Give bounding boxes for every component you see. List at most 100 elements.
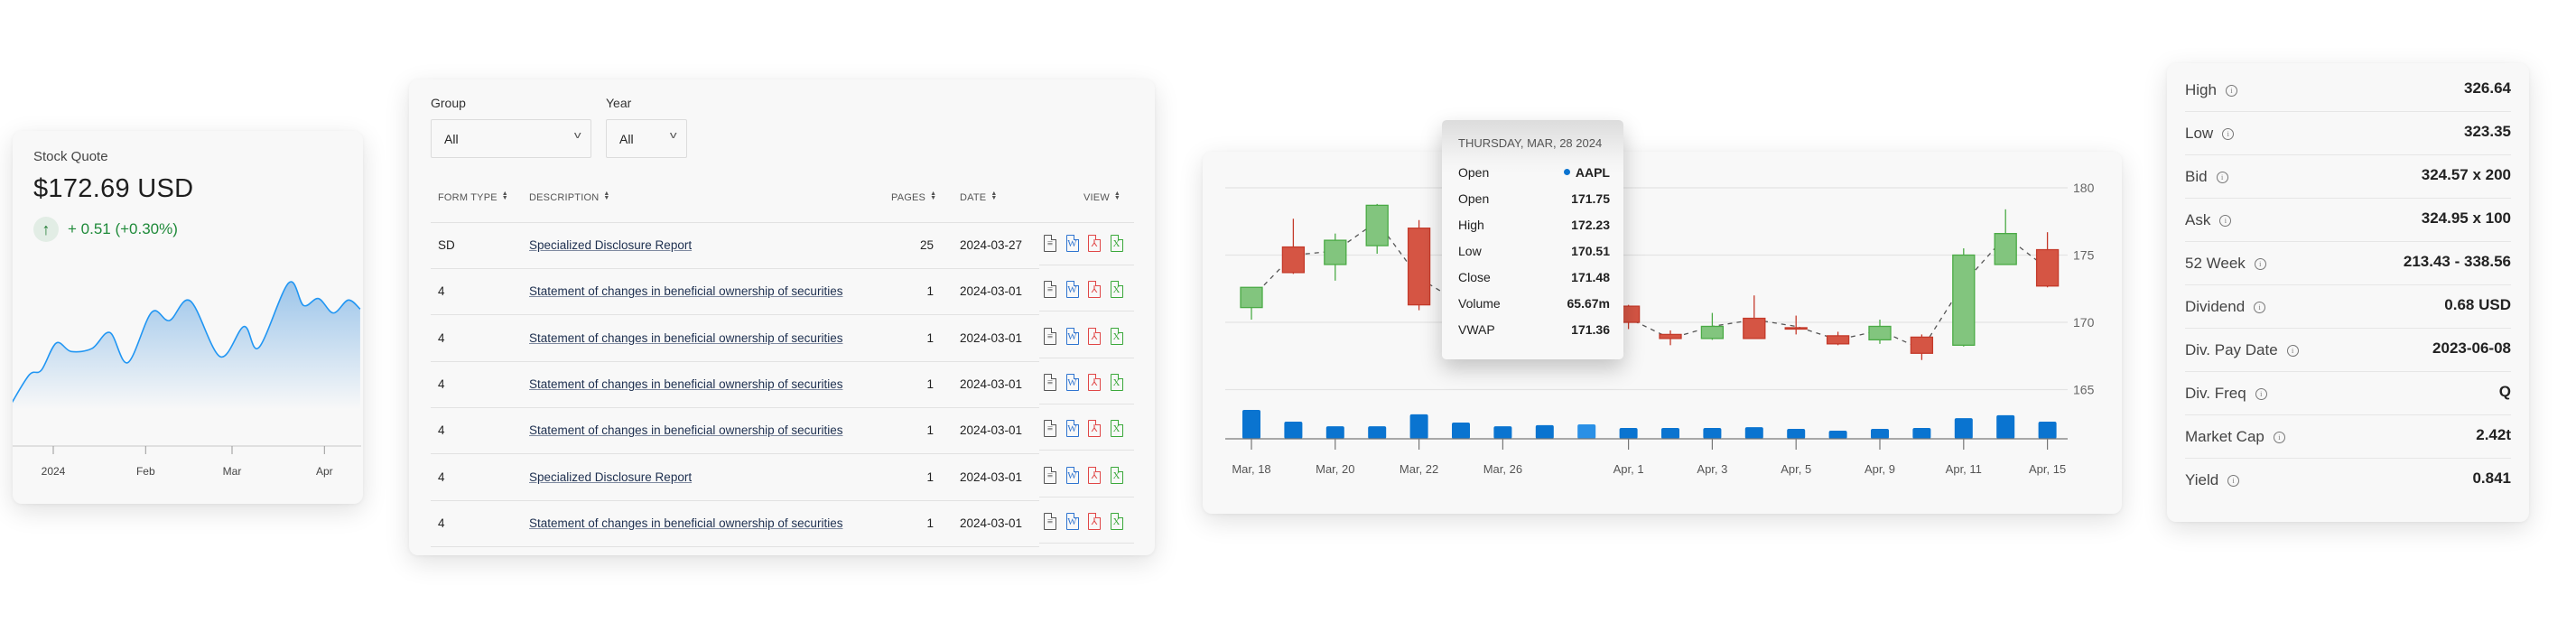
volume-bar[interactable] (1703, 428, 1722, 439)
text-document-icon[interactable]: ≡ (1044, 373, 1056, 391)
row-divider (2185, 284, 2511, 285)
year-select[interactable]: All v (606, 119, 687, 158)
info-icon[interactable]: i (2254, 302, 2266, 313)
info-icon[interactable]: i (2286, 345, 2299, 357)
volume-bar[interactable] (1996, 414, 2015, 439)
stat-value: 2023-06-08 (2432, 339, 2511, 357)
volume-bar[interactable] (1619, 428, 1638, 439)
excel-document-icon[interactable]: X (1110, 281, 1123, 299)
excel-document-icon[interactable]: X (1110, 420, 1123, 438)
candle-apr-8[interactable] (1826, 331, 1850, 346)
excel-document-icon[interactable]: X (1110, 327, 1123, 345)
pdf-document-icon[interactable]: ⅄ (1088, 420, 1101, 438)
candle-apr-12[interactable] (1994, 209, 2017, 265)
info-icon[interactable]: i (2219, 215, 2232, 227)
volume-bar[interactable] (1409, 414, 1428, 439)
info-icon[interactable]: i (2254, 258, 2266, 270)
column-header-form-type[interactable]: FORM TYPE ▲ ▼ (438, 191, 508, 203)
volume-bar[interactable] (1787, 429, 1806, 439)
description-link[interactable]: Statement of changes in beneficial owner… (529, 330, 843, 345)
info-icon[interactable]: i (2225, 85, 2237, 97)
volume-bar[interactable] (1744, 427, 1763, 439)
pdf-document-icon[interactable]: ⅄ (1088, 466, 1101, 484)
pdf-document-icon[interactable]: ⅄ (1088, 235, 1101, 252)
candle-apr-9[interactable] (1868, 320, 1892, 344)
candle-mar-22[interactable] (1407, 219, 1431, 311)
candle-apr-3[interactable] (1700, 312, 1725, 340)
stat-row-yield: Yield i 0.841 (2185, 451, 2511, 495)
description-link[interactable]: Statement of changes in beneficial owner… (529, 516, 843, 530)
candle-mar-18[interactable] (1240, 286, 1263, 321)
tooltip-label: Open (1458, 191, 1490, 206)
text-document-icon[interactable]: ≡ (1044, 512, 1056, 530)
excel-document-icon[interactable]: X (1110, 235, 1123, 252)
candle-apr-15[interactable] (2035, 232, 2060, 288)
pdf-document-icon[interactable]: ⅄ (1088, 281, 1101, 299)
candle-apr-10[interactable] (1910, 334, 1934, 360)
description-link[interactable]: Specialized Disclosure Report (529, 238, 693, 252)
tooltip-row-low: Low 170.51 (1458, 244, 1610, 262)
volume-bar[interactable] (2038, 421, 2057, 439)
word-document-icon[interactable]: W (1065, 327, 1079, 345)
word-document-icon[interactable]: W (1065, 512, 1079, 530)
candle-mar-21[interactable] (1365, 203, 1389, 255)
word-document-icon[interactable]: W (1065, 235, 1079, 252)
volume-bar[interactable] (1577, 423, 1596, 439)
word-document-icon[interactable]: W (1065, 373, 1079, 391)
volume-bar[interactable] (1661, 428, 1679, 439)
column-header-description[interactable]: DESCRIPTION ▲ ▼ (529, 191, 610, 203)
column-header-date[interactable]: DATE ▲ ▼ (960, 191, 997, 203)
volume-bar[interactable] (1325, 426, 1344, 439)
text-document-icon[interactable]: ≡ (1044, 235, 1056, 252)
description-link[interactable]: Specialized Disclosure Report (529, 470, 693, 484)
volume-bar[interactable] (1871, 429, 1889, 439)
volume-bar[interactable] (1912, 428, 1931, 439)
text-document-icon[interactable]: ≡ (1044, 327, 1056, 345)
pdf-document-icon[interactable]: ⅄ (1088, 512, 1101, 530)
candlestick-chart[interactable]: 165 170 175 180 Mar, 18 Mar, 20 Mar, 22 Mar, 26… (1203, 152, 2122, 514)
candle-apr-5[interactable] (1784, 315, 1808, 335)
volume-bar[interactable] (1828, 430, 1847, 439)
description-link[interactable]: Statement of changes in beneficial owner… (529, 284, 843, 299)
sort-icon[interactable]: ▲ ▼ (990, 191, 998, 201)
volume-bar[interactable] (1954, 418, 1973, 439)
sort-icon[interactable]: ▲ ▼ (930, 191, 937, 201)
sort-icon[interactable]: ▲ ▼ (603, 191, 610, 201)
pages-cell: 1 (926, 377, 934, 391)
candle-apr-2[interactable] (1659, 330, 1682, 346)
volume-bar[interactable] (1368, 426, 1387, 439)
sort-icon[interactable]: ▲ ▼ (501, 191, 508, 201)
word-document-icon[interactable]: W (1065, 466, 1079, 484)
description-link[interactable]: Statement of changes in beneficial owner… (529, 377, 843, 391)
pdf-document-icon[interactable]: ⅄ (1088, 373, 1101, 391)
pdf-document-icon[interactable]: ⅄ (1088, 327, 1101, 345)
tooltip-label: VWAP (1458, 322, 1495, 337)
volume-bar[interactable] (1452, 422, 1470, 439)
info-icon[interactable]: i (2216, 172, 2228, 183)
text-document-icon[interactable]: ≡ (1044, 466, 1056, 484)
sort-icon[interactable]: ▲ ▼ (1113, 191, 1121, 201)
excel-document-icon[interactable]: X (1110, 373, 1123, 391)
description-link[interactable]: Statement of changes in beneficial owner… (529, 423, 843, 438)
info-icon[interactable]: i (2227, 475, 2240, 487)
info-icon[interactable]: i (2222, 128, 2235, 140)
volume-bar[interactable] (1493, 426, 1512, 439)
volume-bar[interactable] (1535, 424, 1554, 439)
excel-document-icon[interactable]: X (1110, 466, 1123, 484)
column-header-view[interactable]: VIEW ▲ ▼ (1083, 191, 1121, 203)
info-icon[interactable]: i (2255, 388, 2267, 400)
volume-bar[interactable] (1284, 421, 1303, 439)
volume-bar[interactable] (1242, 410, 1260, 439)
text-document-icon[interactable]: ≡ (1044, 281, 1056, 299)
word-document-icon[interactable]: W (1065, 420, 1079, 438)
candle-mar-19[interactable] (1281, 219, 1306, 274)
candle-mar-20[interactable] (1324, 233, 1347, 281)
candle-apr-4[interactable] (1743, 295, 1766, 339)
excel-document-icon[interactable]: X (1110, 512, 1123, 530)
group-select[interactable]: All v (431, 119, 591, 158)
text-document-icon[interactable]: ≡ (1044, 420, 1056, 438)
word-document-icon[interactable]: W (1065, 281, 1079, 299)
info-icon[interactable]: i (2273, 432, 2285, 443)
column-header-pages[interactable]: PAGES ▲ ▼ (891, 191, 936, 203)
candle-apr-11[interactable] (1952, 248, 1976, 347)
